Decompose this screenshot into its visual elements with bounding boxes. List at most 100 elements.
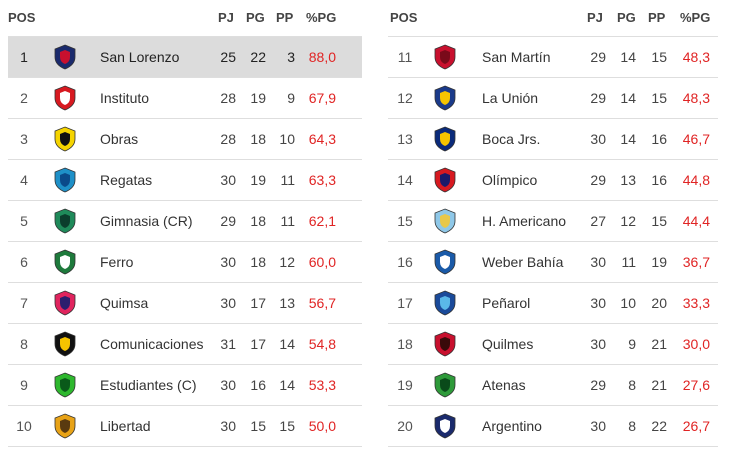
games-played: 30 [220, 254, 236, 270]
table-row[interactable]: 4 Regatas 30 19 11 63,3 [8, 160, 362, 201]
team-position: 2 [20, 90, 28, 106]
win-percentage: 26,7 [682, 418, 710, 434]
games-won: 16 [250, 377, 266, 393]
table-row[interactable]: 12 La Unión 29 14 15 48,3 [388, 78, 718, 119]
games-played: 30 [220, 172, 236, 188]
table-row[interactable]: 20 Argentino 30 8 22 26,7 [388, 406, 718, 447]
games-lost: 21 [651, 377, 667, 393]
games-lost: 22 [651, 418, 667, 434]
table-row[interactable]: 6 Ferro 30 18 12 60,0 [8, 242, 362, 283]
team-name: Argentino [482, 418, 542, 434]
gimnasia-logo [51, 207, 79, 235]
comunicaciones-logo [51, 330, 79, 358]
table-row[interactable]: 13 Boca Jrs. 30 14 16 46,7 [388, 119, 718, 160]
header-pg: PG [617, 10, 636, 25]
team-name: Gimnasia (CR) [100, 213, 193, 229]
games-won: 14 [620, 131, 636, 147]
win-percentage: 30,0 [682, 336, 710, 352]
team-position: 12 [397, 90, 413, 106]
standings-table-left: POS PJ PG PP %PG 1 San Lorenzo 25 22 3 88,0 2 I… [8, 0, 362, 447]
games-lost: 15 [651, 49, 667, 65]
games-played: 30 [590, 254, 606, 270]
atenas-logo [431, 371, 459, 399]
team-position: 7 [20, 295, 28, 311]
games-played: 27 [590, 213, 606, 229]
table-row[interactable]: 10 Libertad 30 15 15 50,0 [8, 406, 362, 447]
games-lost: 21 [651, 336, 667, 352]
games-won: 15 [250, 418, 266, 434]
table-row[interactable]: 2 Instituto 28 19 9 67,9 [8, 78, 362, 119]
games-lost: 12 [279, 254, 295, 270]
header-pct: %PG [306, 10, 337, 25]
table-row[interactable]: 1 San Lorenzo 25 22 3 88,0 [8, 36, 362, 78]
games-won: 17 [250, 336, 266, 352]
table-row[interactable]: 9 Estudiantes (C) 30 16 14 53,3 [8, 365, 362, 406]
win-percentage: 56,7 [308, 295, 336, 311]
argentino-logo [431, 412, 459, 440]
table-row[interactable]: 7 Quimsa 30 17 13 56,7 [8, 283, 362, 324]
table-row[interactable]: 18 Quilmes 30 9 21 30,0 [388, 324, 718, 365]
win-percentage: 53,3 [308, 377, 336, 393]
table-row[interactable]: 14 Olímpico 29 13 16 44,8 [388, 160, 718, 201]
games-won: 14 [620, 90, 636, 106]
win-percentage: 48,3 [682, 90, 710, 106]
team-position: 15 [397, 213, 413, 229]
win-percentage: 33,3 [682, 295, 710, 311]
games-won: 8 [628, 418, 636, 434]
table-row[interactable]: 19 Atenas 29 8 21 27,6 [388, 365, 718, 406]
win-percentage: 48,3 [682, 49, 710, 65]
games-won: 14 [620, 49, 636, 65]
win-percentage: 46,7 [682, 131, 710, 147]
table-row[interactable]: 11 San Martín 29 14 15 48,3 [388, 36, 718, 78]
games-lost: 14 [279, 377, 295, 393]
games-won: 11 [621, 254, 636, 270]
h-americano-logo [431, 207, 459, 235]
games-played: 29 [590, 172, 606, 188]
team-position: 4 [20, 172, 28, 188]
win-percentage: 50,0 [308, 418, 336, 434]
games-won: 19 [250, 172, 266, 188]
table-row[interactable]: 8 Comunicaciones 31 17 14 54,8 [8, 324, 362, 365]
win-percentage: 88,0 [308, 49, 336, 65]
games-won: 17 [250, 295, 266, 311]
table-row[interactable]: 15 H. Americano 27 12 15 44,4 [388, 201, 718, 242]
team-name: San Martín [482, 49, 551, 65]
games-played: 29 [590, 49, 606, 65]
standings-table-right: POS PJ PG PP %PG 11 San Martín 29 14 15 48,3 1… [388, 0, 718, 447]
games-won: 9 [628, 336, 636, 352]
team-position: 18 [397, 336, 413, 352]
games-played: 30 [220, 295, 236, 311]
team-name: Atenas [482, 377, 526, 393]
games-played: 29 [590, 377, 606, 393]
team-name: H. Americano [482, 213, 567, 229]
games-played: 30 [590, 418, 606, 434]
table-row[interactable]: 3 Obras 28 18 10 64,3 [8, 119, 362, 160]
table-row[interactable]: 16 Weber Bahía 30 11 19 36,7 [388, 242, 718, 283]
team-name: Estudiantes (C) [100, 377, 197, 393]
team-name: Ferro [100, 254, 134, 270]
team-name: Peñarol [482, 295, 531, 311]
team-position: 19 [397, 377, 413, 393]
games-played: 30 [590, 295, 606, 311]
team-position: 6 [20, 254, 28, 270]
games-lost: 20 [651, 295, 667, 311]
team-name: San Lorenzo [100, 49, 180, 65]
header-pg: PG [246, 10, 265, 25]
quilmes-logo [431, 330, 459, 358]
ferro-logo [51, 248, 79, 276]
team-name: Olímpico [482, 172, 538, 188]
boca-logo [431, 125, 459, 153]
games-won: 18 [250, 131, 266, 147]
team-name: Instituto [100, 90, 150, 106]
libertad-logo [51, 412, 79, 440]
games-won: 12 [620, 213, 636, 229]
team-name: Weber Bahía [482, 254, 564, 270]
table-row[interactable]: 5 Gimnasia (CR) 29 18 11 62,1 [8, 201, 362, 242]
instituto-logo [51, 84, 79, 112]
team-position: 5 [20, 213, 28, 229]
games-played: 30 [220, 377, 236, 393]
table-row[interactable]: 17 Peñarol 30 10 20 33,3 [388, 283, 718, 324]
penarol-logo [431, 289, 459, 317]
team-name: Quilmes [482, 336, 534, 352]
header-pp: PP [276, 10, 294, 25]
